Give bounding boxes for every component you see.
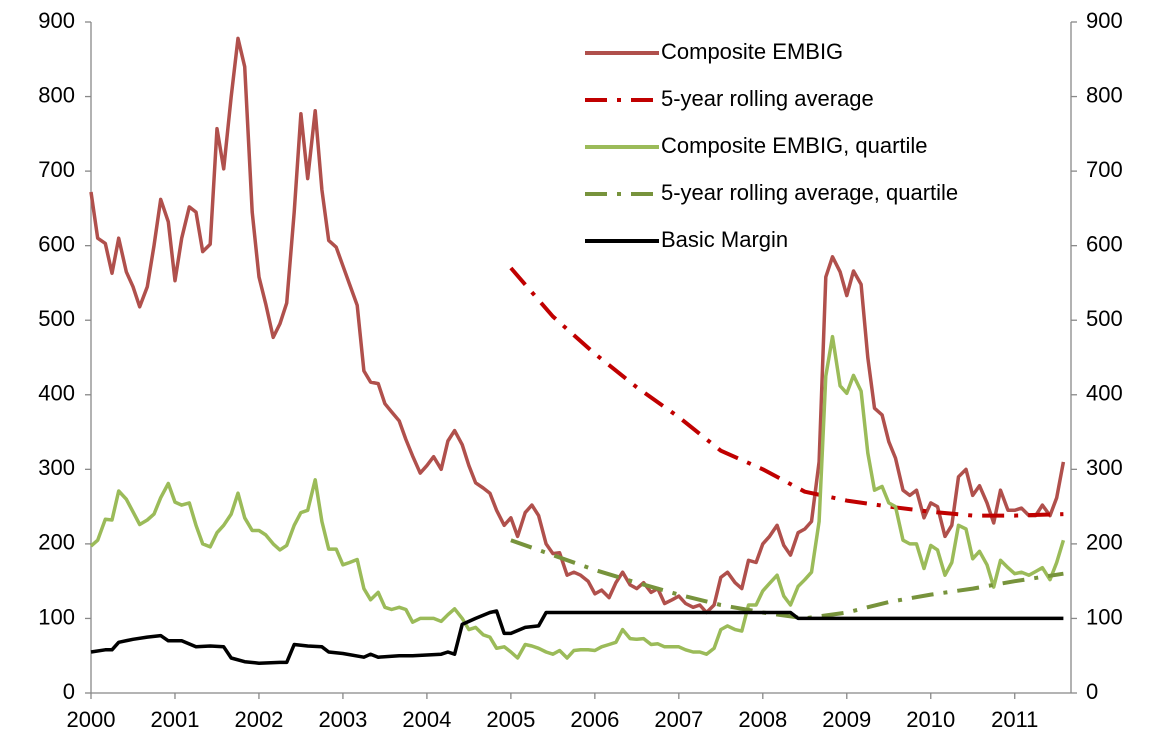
x-tick-label: 2010	[906, 707, 955, 732]
legend: Composite EMBIG 5-year rolling average Com…	[585, 39, 958, 252]
x-tick-label: 2001	[150, 707, 199, 732]
x-tick-label: 2000	[67, 707, 116, 732]
y2-tick-label: 300	[1086, 455, 1123, 480]
y-tick-label: 100	[38, 604, 75, 629]
y2-tick-label: 700	[1086, 157, 1123, 182]
x-tick-label: 2006	[570, 707, 619, 732]
y-tick-label: 600	[38, 231, 75, 256]
legend-label: Basic Margin	[661, 227, 788, 252]
x-tick-label: 2002	[234, 707, 283, 732]
x-tick-label: 2011	[991, 707, 1038, 732]
y2-tick-label: 0	[1086, 679, 1098, 704]
y-tick-label: 300	[38, 455, 75, 480]
y-tick-label: 0	[63, 679, 75, 704]
y-tick-label: 400	[38, 381, 75, 406]
y-tick-label: 800	[38, 82, 75, 107]
y2-tick-label: 600	[1086, 231, 1123, 256]
y-tick-label: 700	[38, 157, 75, 182]
y2-tick-label: 200	[1086, 530, 1123, 555]
x-tick-label: 2004	[402, 707, 451, 732]
y-tick-label: 200	[38, 530, 75, 555]
y2-tick-label: 800	[1086, 82, 1123, 107]
x-tick-label: 2007	[654, 707, 703, 732]
y2-tick-label: 500	[1086, 306, 1123, 331]
legend-label: Composite EMBIG, quartile	[661, 133, 928, 158]
legend-label: 5-year rolling average, quartile	[661, 180, 958, 205]
series-line	[89, 334, 1066, 660]
y2-tick-label: 900	[1086, 8, 1123, 33]
y2-tick-label: 400	[1086, 381, 1123, 406]
x-tick-label: 2003	[318, 707, 367, 732]
x-tick-label: 2005	[486, 707, 535, 732]
x-tick-label: 2009	[822, 707, 871, 732]
series-line	[90, 609, 1064, 665]
y-tick-label: 500	[38, 306, 75, 331]
x-tick-label: 2008	[738, 707, 787, 732]
legend-label: Composite EMBIG	[661, 39, 843, 64]
series-line	[89, 36, 1066, 615]
y2-tick-label: 100	[1086, 604, 1123, 629]
series-line	[510, 538, 1064, 621]
y-tick-label: 900	[38, 8, 75, 33]
series-line	[509, 266, 1064, 518]
legend-label: 5-year rolling average	[661, 86, 874, 111]
